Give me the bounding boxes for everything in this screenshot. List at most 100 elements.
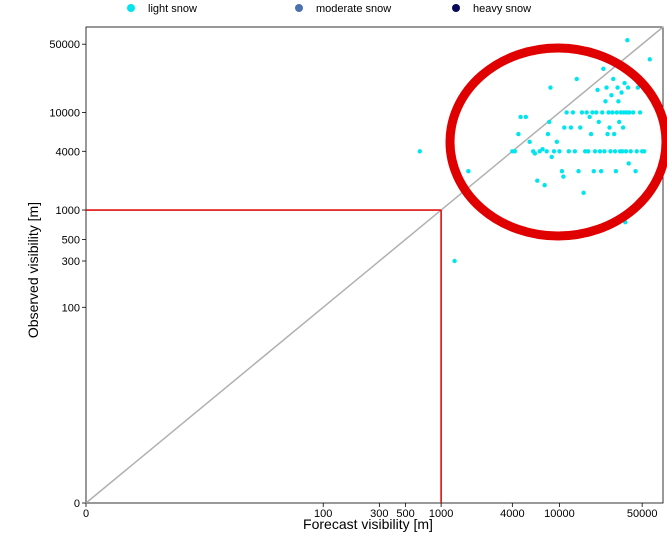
data-point (601, 66, 606, 71)
data-point (610, 110, 615, 115)
x-axis-label: Forecast visibility [m] (303, 516, 433, 532)
data-point (613, 169, 619, 174)
y-tick-label: 300 (62, 256, 80, 268)
legend-marker (452, 4, 460, 12)
data-point (623, 149, 629, 154)
x-tick-label: 500 (396, 508, 414, 520)
legend-entry: moderate snow (295, 3, 391, 15)
y-tick-label: 50000 (49, 39, 80, 51)
data-point (545, 131, 551, 137)
data-point (616, 99, 621, 104)
x-tick-label: 50000 (627, 508, 658, 520)
x-tick-label: 4000 (500, 508, 524, 520)
data-point (570, 110, 576, 115)
y-axis: 0 100 300 500 1000 4000 10000 50000 (49, 39, 86, 510)
x-tick-label: 10000 (544, 508, 575, 520)
data-point (576, 169, 581, 174)
data-point (625, 85, 631, 90)
data-point (561, 174, 566, 179)
legend: light snow moderate snow heavy snow (127, 3, 531, 15)
data-point (591, 169, 596, 174)
data-point (562, 125, 567, 130)
data-point (606, 110, 611, 115)
data-point (540, 147, 545, 152)
data-point (608, 149, 613, 154)
data-point (618, 110, 624, 115)
reference-layer (85, 26, 664, 504)
data-point (578, 125, 583, 130)
y-tick-label: 500 (62, 234, 80, 246)
data-point (548, 85, 553, 90)
data-point (581, 190, 586, 196)
data-point (633, 169, 638, 174)
data-point (452, 258, 457, 264)
data-point (592, 149, 598, 154)
y-tick-label: 10000 (49, 107, 80, 119)
data-point (609, 93, 614, 98)
data-point (549, 154, 554, 160)
data-point (635, 85, 641, 90)
data-point (554, 139, 559, 145)
x-axis: 0 100 300 500 1000 4000 10000 50000 (83, 503, 658, 520)
data-point (595, 87, 600, 93)
data-point (542, 182, 547, 188)
data-point (625, 37, 630, 43)
y-tick-label: 100 (62, 302, 80, 314)
legend-marker (127, 4, 135, 12)
data-point (590, 110, 595, 115)
data-point (417, 149, 422, 154)
data-point (611, 131, 617, 137)
y-axis-label: Observed visibility [m] (25, 202, 41, 338)
data-point (604, 85, 609, 90)
data-point (627, 110, 632, 115)
data-point (579, 110, 585, 115)
data-point (597, 149, 603, 154)
legend-label: heavy snow (473, 3, 531, 15)
data-point (626, 161, 631, 166)
legend-entry: heavy snow (452, 3, 531, 15)
data-point (622, 80, 627, 86)
data-point (614, 110, 619, 115)
x-tick-label: 300 (370, 508, 388, 520)
data-point (551, 149, 557, 154)
data-point (600, 110, 605, 115)
highlight-circle (445, 43, 667, 241)
data-point (594, 110, 599, 115)
y-tick-label: 4000 (56, 146, 80, 158)
data-point (572, 149, 578, 154)
data-point (512, 149, 518, 154)
data-point (620, 149, 625, 154)
data-point (615, 85, 620, 90)
x-tick-label: 1000 (429, 508, 453, 520)
data-point (603, 99, 608, 104)
data-point (566, 149, 572, 154)
legend-label: light snow (148, 3, 197, 15)
data-point (547, 119, 552, 125)
legend-marker (295, 4, 303, 12)
y-tick-label: 1000 (56, 205, 80, 217)
data-point (516, 131, 521, 137)
data-point (466, 169, 471, 174)
data-point (544, 149, 549, 154)
legend-entry: light snow (127, 3, 197, 15)
data-point (535, 178, 540, 183)
data-point (587, 114, 592, 120)
diagonal-reference-line (85, 26, 664, 504)
data-point (559, 169, 565, 174)
data-point (634, 149, 639, 154)
data-point (602, 149, 607, 154)
data-point (628, 149, 633, 154)
data-point (568, 125, 574, 130)
data-point (523, 114, 529, 120)
y-tick-label: 0 (74, 498, 80, 510)
data-point (596, 119, 601, 125)
data-point (607, 125, 612, 130)
data-point (588, 131, 594, 137)
data-point (620, 125, 626, 130)
data-point (630, 110, 636, 115)
legend-label: moderate snow (316, 3, 391, 15)
data-point (611, 76, 616, 82)
data-point (647, 57, 652, 62)
data-point (619, 90, 624, 95)
